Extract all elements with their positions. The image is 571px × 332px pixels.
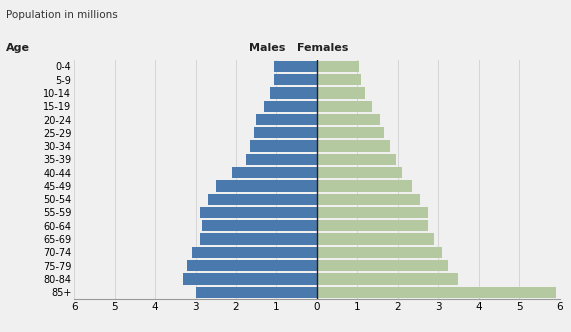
Bar xyxy=(271,87,317,99)
Bar xyxy=(317,287,556,298)
Bar xyxy=(317,154,396,165)
Bar xyxy=(200,233,317,245)
Text: Population in millions: Population in millions xyxy=(6,10,118,20)
Bar xyxy=(187,260,317,271)
Bar xyxy=(191,247,317,258)
Bar xyxy=(264,101,317,112)
Bar xyxy=(317,220,428,231)
Text: Males: Males xyxy=(249,43,286,53)
Bar xyxy=(317,247,443,258)
Bar xyxy=(317,127,384,138)
Bar xyxy=(254,127,317,138)
Bar xyxy=(275,74,317,85)
Bar xyxy=(317,114,380,125)
Bar xyxy=(275,61,317,72)
Bar xyxy=(317,207,428,218)
Bar xyxy=(317,140,390,152)
Bar xyxy=(256,114,317,125)
Bar xyxy=(317,167,402,178)
Bar xyxy=(250,140,317,152)
Bar xyxy=(317,233,434,245)
Bar xyxy=(246,154,317,165)
Bar xyxy=(232,167,317,178)
Bar xyxy=(200,207,317,218)
Bar xyxy=(317,101,372,112)
Bar xyxy=(195,287,317,298)
Bar xyxy=(317,180,412,192)
Bar xyxy=(208,194,317,205)
Bar xyxy=(317,273,459,285)
Bar xyxy=(317,87,365,99)
Text: Females: Females xyxy=(297,43,348,53)
Bar xyxy=(216,180,317,192)
Text: Age: Age xyxy=(6,43,30,53)
Bar xyxy=(317,61,359,72)
Bar xyxy=(317,194,420,205)
Bar xyxy=(202,220,317,231)
Bar xyxy=(183,273,317,285)
Bar xyxy=(317,74,361,85)
Bar xyxy=(317,260,448,271)
